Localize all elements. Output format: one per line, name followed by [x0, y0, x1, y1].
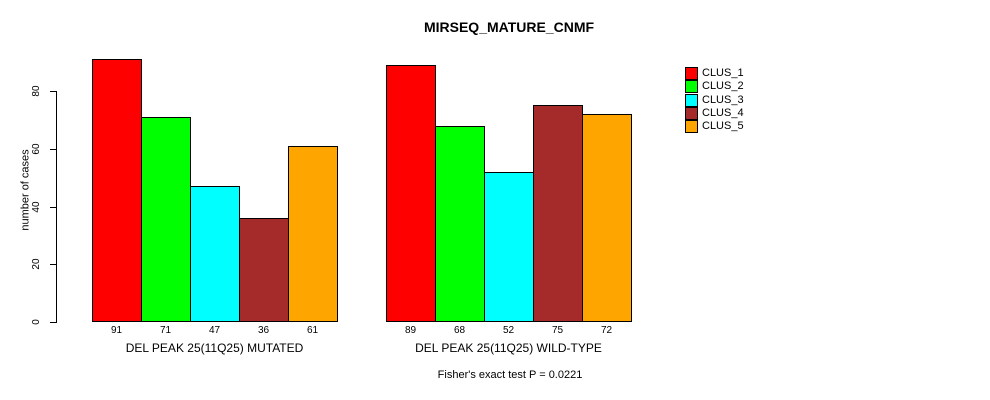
bar-clus_1-group1: [92, 59, 142, 322]
legend-item-clus_4: CLUS_4: [685, 107, 744, 121]
bar-value-label: 91: [110, 325, 123, 336]
legend-swatch: [685, 107, 698, 121]
legend-swatch: [685, 80, 698, 94]
bar-value-label: 71: [159, 325, 172, 336]
legend-item-clus_1: CLUS_1: [685, 67, 744, 81]
bar-value-label: 52: [502, 325, 515, 336]
legend-item-clus_2: CLUS_2: [685, 80, 744, 94]
bar-clus_5-group2: [582, 114, 632, 322]
bar-clus_4-group1: [239, 218, 289, 322]
x-axis-category-label: DEL PEAK 25(11Q25) WILD-TYPE: [415, 341, 602, 355]
legend-label: CLUS_4: [702, 107, 744, 120]
fisher-test-annotation: Fisher's exact test P = 0.0221: [437, 369, 583, 381]
bar-value-label: 47: [208, 325, 221, 336]
bar-clus_5-group1: [288, 146, 338, 322]
legend-label: CLUS_5: [702, 120, 744, 133]
bar-value-label: 61: [306, 325, 319, 336]
y-axis-label: number of cases: [19, 149, 32, 231]
y-axis-tick: [50, 91, 57, 92]
y-axis-tick: [50, 264, 57, 266]
legend-swatch: [685, 93, 698, 107]
legend-swatch: [685, 120, 698, 134]
bar-value-label: 89: [404, 325, 417, 336]
legend-item-clus_5: CLUS_5: [685, 120, 744, 134]
legend: CLUS_1 CLUS_2 CLUS_3 CLUS_4 CLUS_5: [685, 67, 744, 134]
x-axis-category-label: DEL PEAK 25(11Q25) MUTATED: [125, 341, 304, 355]
y-axis-tick: [50, 148, 57, 150]
y-axis-tick-label: 40: [31, 200, 42, 213]
legend-label: CLUS_1: [702, 67, 744, 80]
chart-title: MIRSEQ_MATURE_CNMF: [423, 19, 595, 35]
y-axis-tick: [50, 206, 57, 208]
legend-label: CLUS_3: [702, 93, 744, 106]
bar-clus_1-group2: [386, 65, 436, 322]
legend-swatch: [685, 67, 698, 81]
y-axis-tick-label: 20: [31, 258, 42, 270]
bar-value-label: 68: [453, 325, 466, 336]
bar-value-label: 72: [600, 325, 613, 336]
bar-value-label: 75: [551, 325, 564, 336]
bar-clus_3-group1: [190, 186, 240, 322]
y-axis-tick: [50, 322, 57, 323]
legend-item-clus_3: CLUS_3: [685, 93, 744, 107]
legend-label: CLUS_2: [702, 80, 744, 93]
y-axis-tick-label: 60: [31, 143, 42, 155]
y-axis-tick-label: 0: [31, 319, 42, 325]
bar-value-label: 36: [257, 325, 270, 336]
bar-clus_2-group2: [435, 126, 485, 322]
bar-clus_2-group1: [141, 117, 191, 322]
bar-clus_4-group2: [533, 105, 583, 322]
bar-clus_3-group2: [484, 172, 534, 322]
y-axis-tick-label: 80: [31, 85, 42, 97]
